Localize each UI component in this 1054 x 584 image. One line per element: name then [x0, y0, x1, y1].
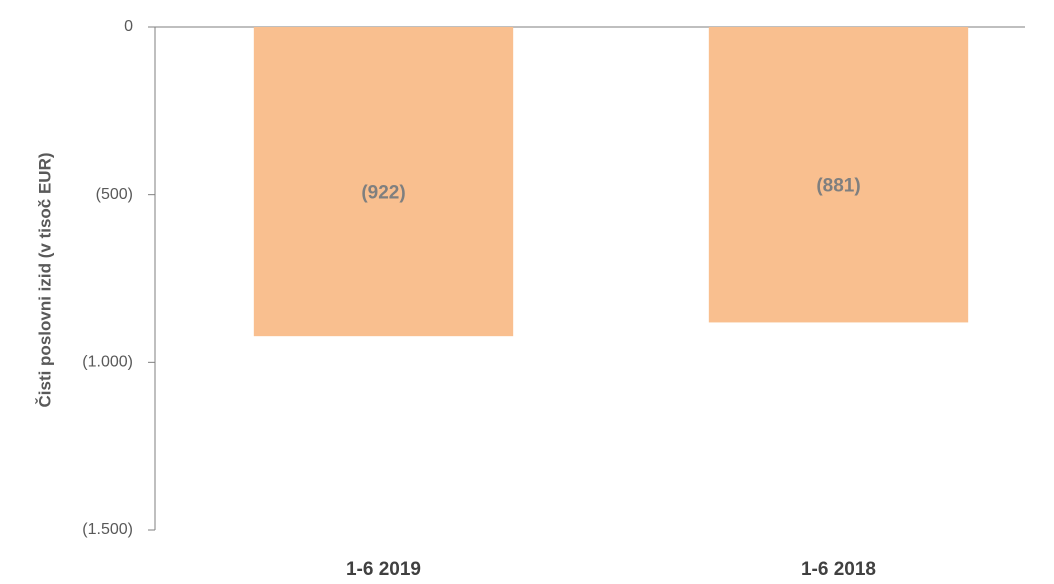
y-tick-label: (1.000) [82, 354, 133, 371]
x-tick-label: 1-6 2018 [801, 559, 876, 580]
bar [708, 27, 969, 323]
y-tick-label: 0 [124, 18, 133, 35]
bar [253, 27, 514, 337]
value-label: (922) [361, 183, 405, 204]
y-tick-label: (1.500) [82, 521, 133, 538]
y-axis-label: Čisti poslovni izid (v tisoč EUR) [35, 152, 54, 407]
x-tick-label: 1-6 2019 [346, 559, 421, 580]
value-label: (881) [816, 176, 860, 197]
y-tick-label: (500) [96, 186, 133, 203]
